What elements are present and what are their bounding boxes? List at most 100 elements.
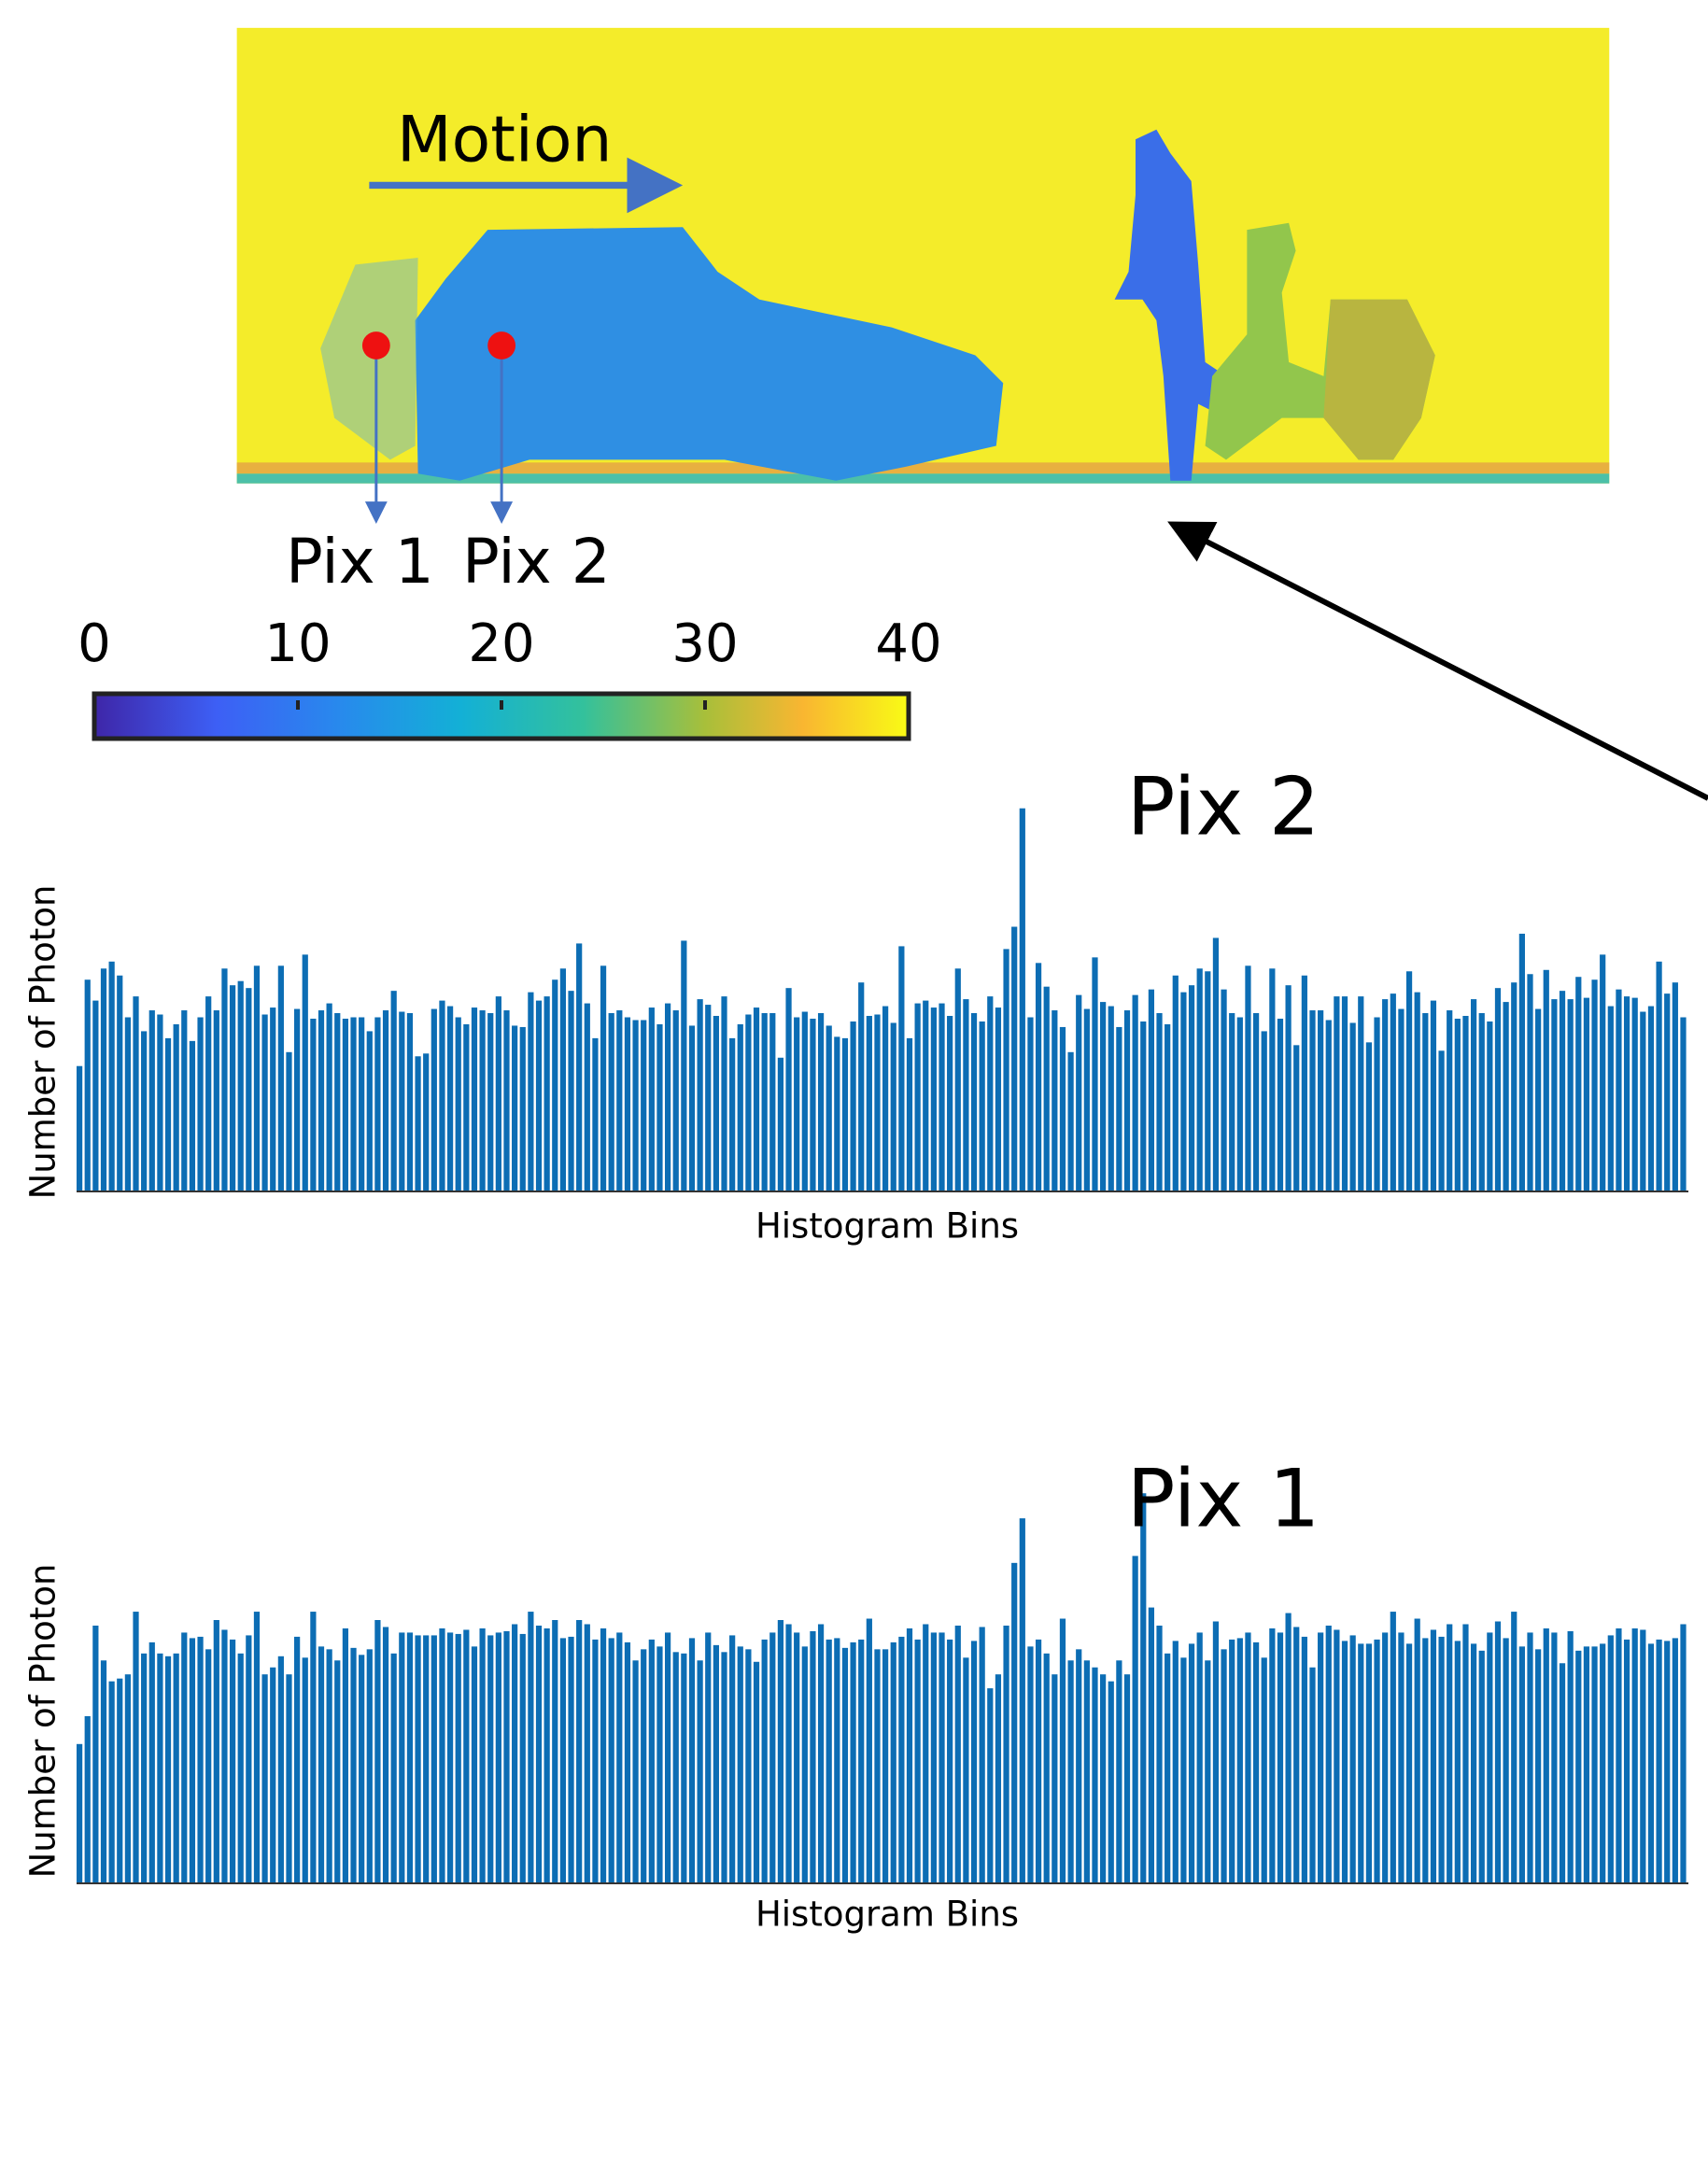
bar	[1236, 1017, 1243, 1191]
bar	[592, 1037, 599, 1191]
bar	[874, 1014, 881, 1191]
bar	[624, 1642, 631, 1883]
bar	[841, 1647, 849, 1883]
bar	[1019, 1518, 1025, 1883]
bar	[1156, 1625, 1163, 1883]
bar	[334, 1013, 341, 1191]
bar	[108, 1681, 115, 1883]
bar	[713, 1644, 719, 1883]
bar	[882, 1649, 889, 1883]
bar	[850, 1642, 856, 1883]
motion-label: Motion	[397, 104, 613, 177]
bar	[914, 1003, 921, 1191]
bar	[117, 975, 123, 1191]
bar	[970, 1641, 978, 1883]
bar	[423, 1053, 430, 1191]
bar	[148, 1010, 155, 1191]
bar	[794, 1017, 800, 1191]
bar	[1405, 1643, 1413, 1883]
bar	[616, 1632, 623, 1883]
bar	[1494, 988, 1502, 1191]
bar	[1027, 1646, 1034, 1883]
bar	[1365, 1643, 1373, 1883]
bar	[1165, 1653, 1171, 1883]
bar	[1076, 1649, 1082, 1883]
x-axis-label: Histogram Bins	[755, 1206, 1019, 1247]
bar	[1180, 1657, 1187, 1883]
bar	[1405, 971, 1413, 1191]
bar	[1325, 1020, 1332, 1191]
bar	[350, 1647, 357, 1883]
bar	[1212, 1621, 1220, 1883]
bar	[1680, 1017, 1687, 1191]
bar	[1430, 1629, 1437, 1883]
bar	[237, 1653, 244, 1883]
bar	[1043, 1653, 1050, 1883]
bar	[963, 1657, 969, 1883]
bar	[366, 1649, 373, 1883]
bar	[1575, 1650, 1582, 1883]
bar	[1083, 1660, 1090, 1883]
bar	[721, 1652, 727, 1883]
bar	[641, 1020, 647, 1191]
bar	[705, 1632, 712, 1883]
bar	[777, 1057, 784, 1191]
bar	[713, 1016, 719, 1191]
bar	[817, 1624, 825, 1883]
bar	[463, 1023, 470, 1191]
bar	[1252, 1013, 1260, 1191]
bar	[568, 991, 574, 1191]
colorbar-tick-label: 10	[264, 613, 331, 674]
bar	[753, 1007, 760, 1191]
bar	[1390, 1612, 1396, 1883]
bar	[1043, 986, 1050, 1191]
bar	[310, 1018, 317, 1191]
bar	[906, 1037, 913, 1191]
bar	[1503, 1002, 1509, 1191]
bar	[1672, 1638, 1678, 1883]
bar	[1318, 1010, 1324, 1191]
bar	[930, 1007, 937, 1191]
bar	[697, 999, 703, 1191]
bar	[785, 1624, 792, 1883]
bar	[939, 1003, 945, 1191]
bar	[1140, 1493, 1147, 1883]
bar	[1454, 1018, 1461, 1191]
bar	[1052, 1674, 1058, 1883]
bar	[906, 1627, 913, 1883]
bar	[1559, 991, 1566, 1191]
bar	[246, 1635, 252, 1883]
bar	[1591, 979, 1598, 1191]
ground-stripe	[236, 462, 1610, 474]
bar	[1623, 1639, 1630, 1883]
bar	[471, 1007, 478, 1191]
bar	[277, 1656, 284, 1883]
bar	[1640, 1011, 1646, 1191]
bar	[1188, 1643, 1195, 1883]
bar	[1067, 1660, 1074, 1883]
bar	[1374, 1639, 1380, 1883]
bar	[1551, 999, 1558, 1191]
bar	[512, 1025, 518, 1191]
bar	[1059, 1026, 1066, 1191]
bar	[584, 1624, 590, 1883]
bar	[745, 1014, 752, 1191]
bar	[769, 1013, 776, 1191]
bar	[947, 1639, 953, 1883]
bar	[439, 1627, 445, 1883]
bar	[1285, 985, 1292, 1191]
bar	[1229, 1013, 1235, 1191]
bar	[777, 1620, 784, 1883]
bar	[334, 1660, 341, 1883]
bar	[1591, 1646, 1598, 1883]
bar	[866, 1016, 872, 1191]
bar	[164, 1037, 172, 1191]
bar	[1647, 1643, 1655, 1883]
bar	[1172, 1641, 1179, 1883]
bar	[672, 1010, 679, 1191]
bar	[1035, 963, 1042, 1191]
bar	[463, 1629, 470, 1883]
bar	[221, 1629, 228, 1883]
bar	[124, 1674, 131, 1883]
bar	[584, 1003, 590, 1191]
